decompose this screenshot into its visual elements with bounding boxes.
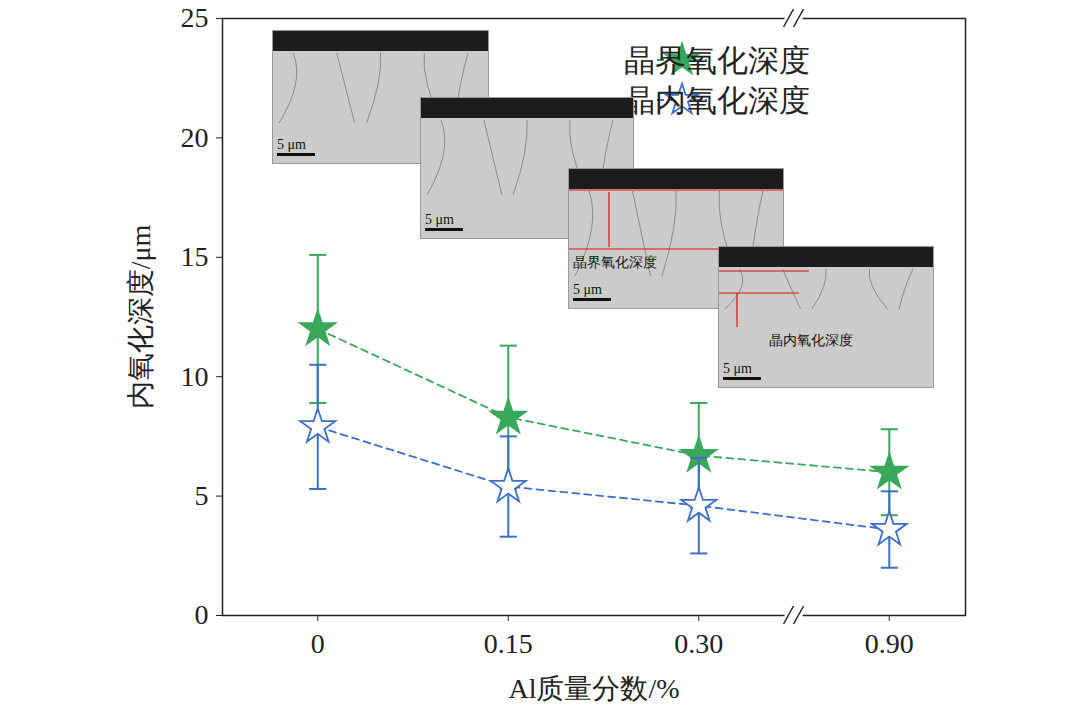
svg-text:5: 5 xyxy=(195,480,209,511)
svg-text:0.90: 0.90 xyxy=(865,628,914,659)
svg-text:25: 25 xyxy=(181,2,209,33)
svg-text:5 μm: 5 μm xyxy=(425,212,454,227)
svg-text:5 μm: 5 μm xyxy=(573,282,602,297)
svg-text:晶界氧化深度: 晶界氧化深度 xyxy=(573,255,657,270)
svg-text:晶界氧化深度: 晶界氧化深度 xyxy=(624,43,810,78)
svg-text:0: 0 xyxy=(195,599,209,630)
svg-text:0.30: 0.30 xyxy=(674,628,723,659)
svg-text:晶内氧化深度: 晶内氧化深度 xyxy=(624,83,810,118)
svg-text:0.15: 0.15 xyxy=(484,628,533,659)
svg-text:晶内氧化深度: 晶内氧化深度 xyxy=(769,333,853,348)
svg-text:Al质量分数/%: Al质量分数/% xyxy=(508,673,679,704)
svg-text:10: 10 xyxy=(181,361,209,392)
svg-text:15: 15 xyxy=(181,241,209,272)
svg-text:5 μm: 5 μm xyxy=(723,361,752,376)
svg-text:0: 0 xyxy=(311,628,325,659)
svg-text:内氧化深度/μm: 内氧化深度/μm xyxy=(125,224,156,409)
svg-text:20: 20 xyxy=(181,122,209,153)
svg-text:5 μm: 5 μm xyxy=(277,137,306,152)
